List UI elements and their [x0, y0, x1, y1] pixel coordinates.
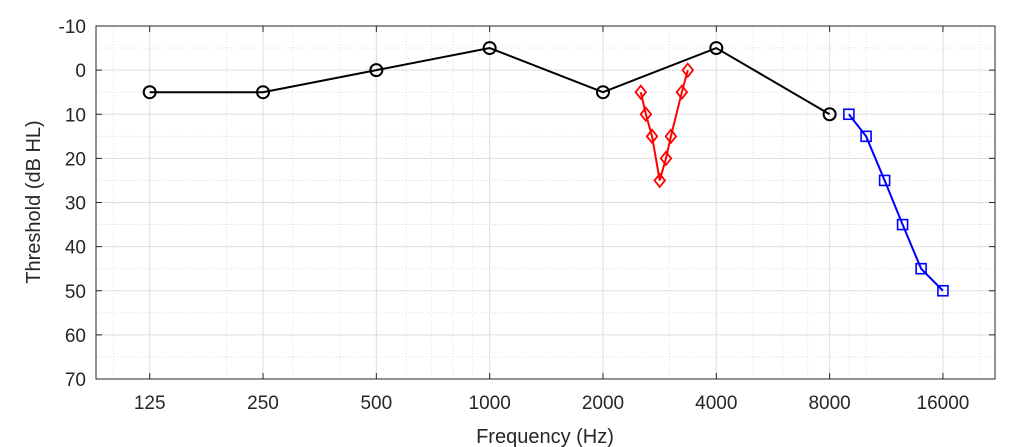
series-line — [639, 69, 689, 181]
x-tick-label: 16000 — [917, 393, 970, 414]
data-point — [659, 150, 673, 167]
data-point — [142, 85, 157, 100]
data-point — [860, 130, 872, 143]
data-point — [896, 218, 909, 231]
data-point — [595, 85, 610, 100]
x-tick-label: 8000 — [808, 393, 850, 414]
axis-ticks — [96, 25, 995, 380]
major-grid — [96, 26, 995, 379]
y-tick-label: 0 — [75, 61, 86, 82]
x-tick-label: 500 — [360, 393, 392, 414]
x-tick-label: 1000 — [469, 393, 511, 414]
x-tick-label: 4000 — [695, 393, 737, 414]
data-point — [822, 107, 837, 122]
data-point — [915, 262, 927, 275]
series-line — [149, 46, 831, 116]
data-point — [937, 284, 949, 297]
series-square — [843, 108, 949, 297]
series-line — [848, 113, 944, 292]
x-tick-label: 250 — [247, 393, 279, 414]
series-diamond — [634, 62, 695, 189]
series-circle — [142, 41, 837, 122]
y-axis-title: Threshold (dB HL) — [23, 120, 45, 283]
x-tick-label: 2000 — [582, 393, 624, 414]
y-tick-label: 60 — [65, 326, 86, 347]
y-tick-label: 30 — [65, 194, 86, 215]
data-point — [681, 62, 695, 79]
data-point — [653, 172, 667, 189]
x-axis-title: Frequency (Hz) — [476, 426, 614, 447]
data-point — [645, 128, 659, 145]
series-layer — [142, 41, 949, 297]
x-tick-label: 125 — [134, 393, 166, 414]
data-point — [878, 174, 891, 187]
y-tick-labels: -10 0 10 20 30 40 50 60 70 — [59, 17, 86, 391]
y-tick-label: 70 — [65, 370, 86, 391]
y-tick-label: -10 — [59, 17, 86, 38]
data-point — [256, 85, 271, 100]
y-tick-label: 20 — [65, 149, 86, 170]
data-point — [639, 106, 653, 123]
y-tick-label: 50 — [65, 282, 86, 303]
data-point — [634, 84, 648, 101]
data-point — [664, 128, 678, 145]
x-tick-labels: 125 250 500 1000 2000 4000 8000 16000 — [134, 393, 970, 414]
data-point — [369, 63, 384, 78]
data-point — [675, 84, 689, 101]
data-point — [482, 41, 497, 56]
y-tick-label: 40 — [65, 238, 86, 259]
data-point — [843, 108, 855, 121]
data-point — [709, 41, 724, 56]
y-tick-label: 10 — [65, 105, 86, 126]
